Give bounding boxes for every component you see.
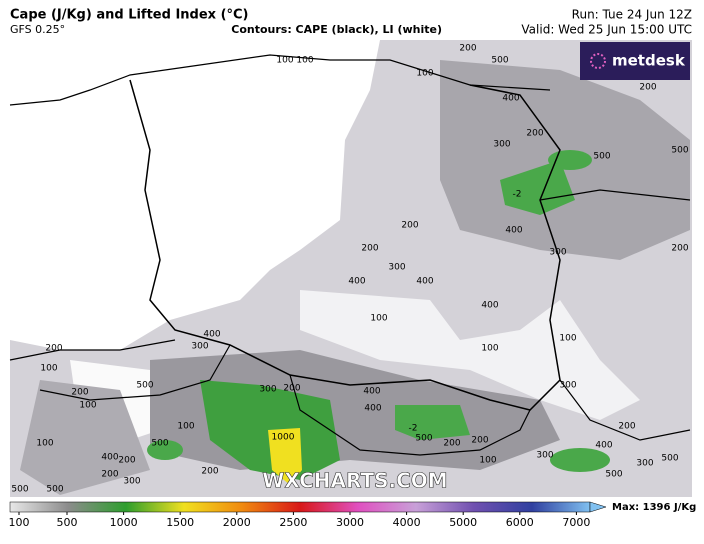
colorbar-label: 1500 <box>166 516 194 529</box>
cape-green <box>550 448 610 472</box>
colorbar-label: 2000 <box>223 516 251 529</box>
contour-label: 200 <box>618 422 635 432</box>
logo-box <box>580 42 690 80</box>
contour-label: -2 <box>409 424 418 434</box>
cape-green <box>395 405 470 440</box>
contour-label: 200 <box>526 129 543 139</box>
colorbar-label: 1000 <box>110 516 138 529</box>
contour-label: 400 <box>416 277 433 287</box>
colorbar-label: 7000 <box>562 516 590 529</box>
cape-green <box>147 440 183 460</box>
contour-label: 500 <box>491 56 508 66</box>
coastline <box>9 54 551 106</box>
contour-label: 200 <box>283 384 300 394</box>
contour-label: 100 <box>276 56 293 66</box>
cape-green <box>548 150 592 170</box>
cape-green <box>500 160 575 215</box>
contour-label: 500 <box>593 152 610 162</box>
contour-label: 300 <box>259 385 276 395</box>
logo-icon <box>590 53 606 69</box>
clear-area <box>300 290 640 420</box>
contour-label: 1000 <box>272 433 295 443</box>
contour-label: 100 <box>40 364 57 374</box>
contour-label: 400 <box>505 226 522 236</box>
contour-label: 400 <box>595 441 612 451</box>
contour-label: 200 <box>45 344 62 354</box>
run-time: Run: Tue 24 Jun 12Z <box>572 8 692 22</box>
contour-label: 300 <box>549 248 566 258</box>
contour-label: 200 <box>671 244 688 254</box>
contour-label: 100 <box>481 344 498 354</box>
border <box>9 189 691 456</box>
contour-label: 500 <box>151 439 168 449</box>
cape-yellow <box>268 428 302 485</box>
contour-label: 100 <box>79 401 96 411</box>
colorbar-label: 5000 <box>449 516 477 529</box>
contours-note: Contours: CAPE (black), LI (white) <box>231 23 442 36</box>
contour-label: 300 <box>191 342 208 352</box>
contour-label: -2 <box>513 190 522 200</box>
colorbar-label: 4000 <box>393 516 421 529</box>
contour-label: 500 <box>136 381 153 391</box>
contour-label: 100 <box>559 334 576 344</box>
contour-label: 500 <box>415 434 432 444</box>
contour-label: 100 <box>370 314 387 324</box>
watermark: WXCHARTS.COM <box>262 469 447 493</box>
contour-label: 100 <box>36 439 53 449</box>
contour-label: 500 <box>605 470 622 480</box>
contour-label: 400 <box>203 330 220 340</box>
contour-label: 200 <box>118 456 135 466</box>
colorbar-label: 500 <box>57 516 78 529</box>
valid-time: Valid: Wed 25 Jun 15:00 UTC <box>521 23 692 37</box>
contour-label: 200 <box>471 436 488 446</box>
colorbar-fill <box>9 501 591 513</box>
model: GFS 0.25° <box>10 23 65 36</box>
contour-label: 200 <box>71 388 88 398</box>
contour-label: 300 <box>536 451 553 461</box>
contour-label: 200 <box>459 44 476 54</box>
contour-label: 400 <box>363 387 380 397</box>
colorbar-arrow <box>589 501 607 513</box>
logo: metdesk <box>612 52 686 70</box>
contour-label: 100 <box>177 422 194 432</box>
contour-label: 300 <box>493 140 510 150</box>
contour-label: 400 <box>101 453 118 463</box>
contour-label: 500 <box>11 485 28 495</box>
colorbar-label: 2500 <box>279 516 307 529</box>
contour-label: 300 <box>388 263 405 273</box>
contour-label: 300 <box>123 477 140 487</box>
colorbar: 100 500 1000 1500 2000 2500 3000 4000 5000 6000 70… <box>9 501 607 529</box>
cape-zone <box>20 380 150 495</box>
contour-label: 100 <box>479 456 496 466</box>
contour-label: 400 <box>502 94 519 104</box>
colorbar-label: 3000 <box>336 516 364 529</box>
contour-label: 200 <box>101 470 118 480</box>
contour-label: 200 <box>361 244 378 254</box>
contour-label: 100 <box>296 56 313 66</box>
contour-label: 500 <box>671 146 688 156</box>
contour-label: 100 <box>416 69 433 79</box>
max-label: Max: 1396 J/Kg <box>612 502 696 513</box>
title: Cape (J/Kg) and Lifted Index (°C) <box>10 8 249 23</box>
contour-label: 400 <box>364 404 381 414</box>
clear-area <box>10 40 380 350</box>
contour-label: 300 <box>559 381 576 391</box>
contour-label: 400 <box>348 277 365 287</box>
contour-label: 200 <box>639 83 656 93</box>
contour-label: 200 <box>201 467 218 477</box>
contour-label: 300 <box>636 459 653 469</box>
contour-label: 400 <box>481 301 498 311</box>
contour-label: 200 <box>443 439 460 449</box>
colorbar-label: 6000 <box>506 516 534 529</box>
contour-label: 200 <box>401 221 418 231</box>
contour-label: 500 <box>661 454 678 464</box>
colorbar-label: 100 <box>9 516 30 529</box>
contour-label: 500 <box>46 485 63 495</box>
